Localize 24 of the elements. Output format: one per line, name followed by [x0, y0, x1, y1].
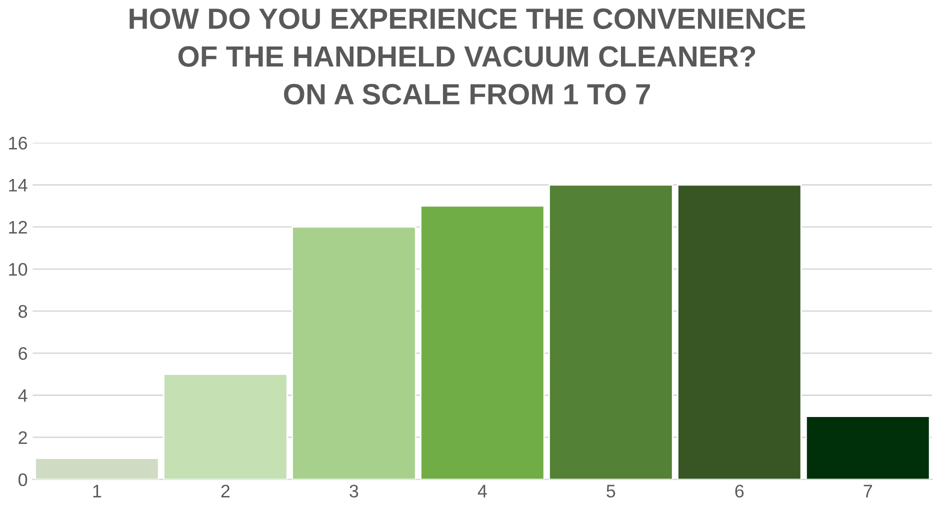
bar — [677, 184, 802, 480]
y-tick-label: 8 — [18, 305, 28, 318]
y-tick-label: 2 — [18, 431, 27, 444]
bar — [34, 458, 160, 480]
bar — [420, 205, 545, 480]
y-tick-label: 6 — [18, 347, 28, 360]
x-tick-label: 4 — [478, 484, 487, 498]
x-tick-label: 1 — [93, 484, 102, 498]
chart-title: HOW DO YOU EXPERIENCE THE CONVENIENCE OF THE HANDHELD VACUUM CLEANER? ON A SCALE FROM 1 TO 7 — [130, 8, 806, 105]
y-tick-label: 16 — [9, 136, 28, 150]
x-tick-label: 3 — [350, 484, 358, 498]
x-tick-label: 5 — [606, 484, 616, 498]
y-tick-label: 10 — [9, 262, 28, 276]
y-tick-label: 0 — [18, 473, 28, 486]
bar — [292, 226, 416, 480]
bar — [548, 184, 674, 480]
x-tick-label: 6 — [735, 484, 744, 498]
bar — [806, 416, 930, 480]
y-tick-label: 4 — [18, 389, 28, 402]
y-tick-label: 12 — [9, 220, 27, 234]
bar — [163, 374, 288, 480]
y-tick-label: 14 — [9, 178, 28, 192]
x-tick-label: 2 — [221, 484, 230, 498]
x-tick-label: 7 — [864, 484, 872, 498]
